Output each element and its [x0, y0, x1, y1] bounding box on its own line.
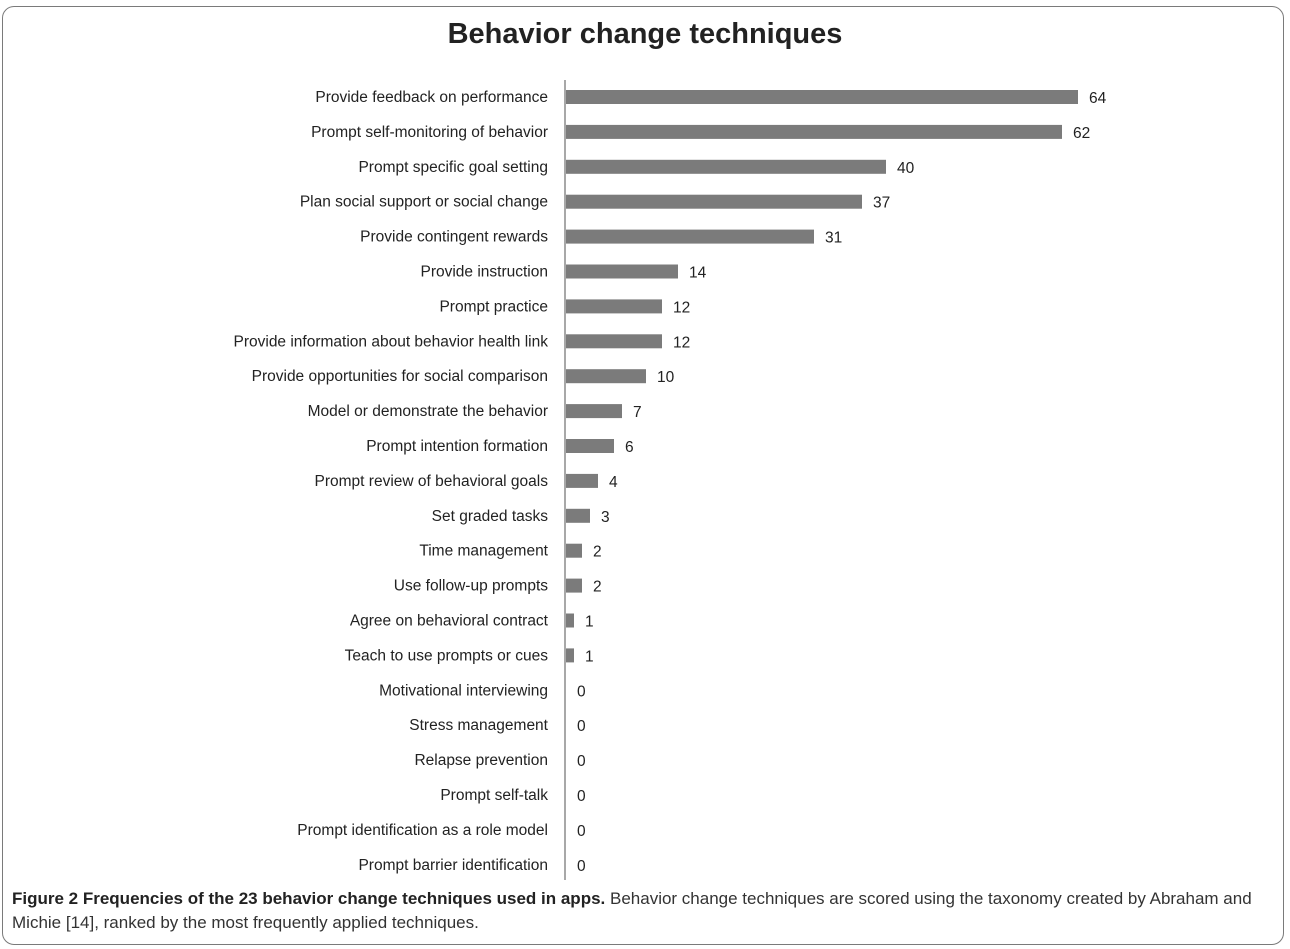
category-label: Provide information about behavior healt… [234, 333, 549, 350]
bar [566, 439, 614, 453]
data-label: 7 [633, 404, 642, 421]
data-label: 37 [873, 195, 890, 212]
data-label: 10 [657, 369, 675, 386]
data-label: 3 [601, 509, 610, 526]
data-label: 14 [689, 265, 707, 282]
bar [566, 264, 678, 279]
data-label: 64 [1089, 90, 1107, 107]
category-label: Agree on behavioral contract [350, 613, 549, 630]
category-label: Teach to use prompts or cues [345, 647, 549, 664]
bar [566, 369, 646, 384]
bar [566, 648, 574, 663]
category-label: Relapse prevention [414, 752, 548, 769]
bar [566, 90, 1078, 104]
data-label: 0 [577, 823, 586, 840]
bar [566, 229, 814, 244]
category-label: Model or demonstrate the behavior [308, 403, 548, 420]
category-label: Prompt barrier identification [358, 857, 548, 874]
bar-chart: Provide feedback on performance 64Prompt … [234, 80, 1107, 880]
category-label: Prompt self-monitoring of behavior [311, 124, 548, 141]
bar [566, 543, 582, 558]
data-label: 62 [1073, 125, 1090, 142]
bar [566, 124, 1062, 139]
figure-caption: Figure 2 Frequencies of the 23 behavior … [12, 887, 1274, 935]
figure-frame [2, 6, 1284, 945]
category-label: Prompt intention formation [366, 438, 548, 455]
category-label: Set graded tasks [432, 508, 549, 525]
bar [566, 194, 862, 209]
data-label: 1 [585, 648, 594, 665]
category-label: Provide feedback on performance [315, 89, 548, 106]
data-label: 0 [577, 683, 586, 700]
category-label: Prompt self-talk [440, 787, 548, 804]
data-label: 0 [577, 788, 586, 805]
data-label: 6 [625, 439, 634, 456]
data-label: 2 [593, 579, 602, 596]
category-label: Prompt identification as a role model [297, 822, 548, 839]
bar [566, 334, 662, 349]
data-label: 40 [897, 160, 915, 177]
bar [566, 613, 574, 628]
bar [566, 299, 662, 314]
category-label: Provide contingent rewards [360, 229, 548, 246]
category-label: Provide opportunities for social compari… [252, 368, 548, 385]
data-label: 0 [577, 858, 586, 875]
data-label: 0 [577, 718, 586, 735]
category-label: Use follow-up prompts [394, 578, 548, 595]
bar [566, 159, 886, 174]
caption-text: Behavior change techniques are scored us… [12, 889, 1252, 932]
data-label: 4 [609, 474, 618, 491]
data-label: 1 [585, 614, 594, 631]
chart-title: Behavior change techniques [447, 18, 843, 50]
category-label: Prompt practice [439, 298, 548, 315]
bar [566, 578, 582, 593]
data-label: 0 [577, 753, 586, 770]
caption-label: Figure 2 Frequencies of the 23 behavior … [12, 889, 606, 908]
bar [566, 404, 622, 419]
category-label: Motivational interviewing [379, 682, 548, 699]
category-label: Prompt specific goal setting [358, 159, 548, 176]
category-label: Prompt review of behavioral goals [315, 473, 549, 490]
data-label: 12 [673, 334, 690, 351]
category-label: Plan social support or social change [300, 194, 548, 211]
bar [566, 508, 590, 523]
data-label: 31 [825, 230, 842, 247]
bar [566, 473, 598, 488]
category-label: Time management [419, 543, 548, 560]
category-label: Provide instruction [420, 264, 548, 281]
data-label: 2 [593, 544, 602, 561]
category-label: Stress management [409, 717, 548, 734]
data-label: 12 [673, 299, 690, 316]
